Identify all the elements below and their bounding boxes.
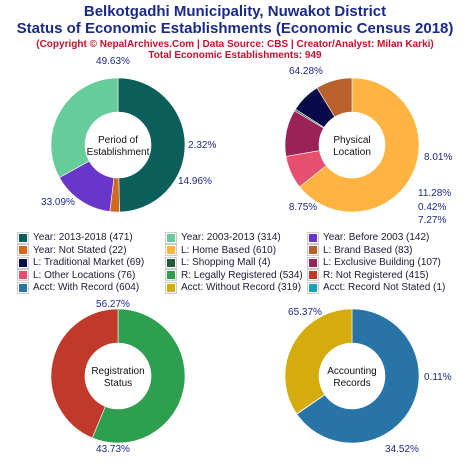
legend-label: Acct: Without Record (319) [181,282,302,293]
legend-swatch [307,256,319,269]
legend-item: Acct: With Record (604) [17,281,140,294]
slice-percent-label: 56.27% [96,299,130,310]
slice-percent-label: 8.75% [289,202,317,213]
legend-swatch [165,281,177,294]
legend-label: Year: 2013-2018 (471) [33,232,133,243]
legend-swatch [165,231,177,244]
legend-swatch [307,231,319,244]
legend-swatch [17,244,29,256]
chart-title: Belkotgadhi Municipality, Nuwakot Distri… [83,3,387,20]
legend-item: Year: 2003-2013 (314) [165,231,281,244]
donut-center-label: Accounting [327,366,376,377]
donut-center-label: Physical [333,135,370,146]
chart-subtitle: Status of Economic Establishments (Econo… [16,20,454,37]
total-line: Total Economic Establishments: 949 [148,50,322,61]
legend-swatch [307,269,319,281]
slice-percent-label: 8.01% [424,152,452,163]
donut-hole [319,112,385,178]
slice-percent-label: 0.42% [418,202,446,213]
legend-swatch [17,269,29,281]
donut-center-label: Status [104,378,132,389]
legend-item: L: Other Locations (76) [17,269,136,281]
legend-item: Acct: Record Not Stated (1) [307,281,446,294]
legend-label: R: Not Registered (415) [323,269,429,281]
slice-percent-label: 2.32% [188,140,216,151]
slice-percent-label: 11.28% [418,188,451,199]
legend-swatch [17,281,29,294]
legend-item: Year: 2013-2018 (471) [17,231,133,244]
slice-percent-label: 7.27% [418,215,446,226]
legend-label: R: Legally Registered (534) [181,269,303,281]
credit-line: (Copyright © NepalArchives.Com | Data So… [36,39,434,50]
legend-swatch [165,269,177,281]
legend-item: L: Exclusive Building (107) [307,256,441,269]
legend-item: L: Brand Based (83) [307,244,413,256]
donut-hole [85,112,151,178]
legend-item: L: Traditional Market (69) [17,256,145,269]
donut-hole [85,343,151,409]
legend-label: Year: 2003-2013 (314) [181,232,281,243]
slice-percent-label: 64.28% [289,66,323,77]
legend-item: Acct: Without Record (319) [165,281,302,294]
legend-label: Year: Not Stated (22) [33,244,127,256]
legend-label: L: Shopping Mall (4) [181,257,271,268]
legend-label: Acct: With Record (604) [33,282,140,293]
slice-percent-label: 49.63% [96,56,130,67]
legend-item: R: Not Registered (415) [307,269,429,281]
legend-item: L: Shopping Mall (4) [165,256,271,269]
legend-item: Year: Before 2003 (142) [307,231,430,244]
donut-center-label: Establishment [87,147,150,158]
slice-percent-label: 14.96% [178,176,212,187]
legend-label: L: Other Locations (76) [33,269,136,281]
donut-center-label: Registration [91,366,144,377]
legend-label: Acct: Record Not Stated (1) [323,282,446,293]
legend-label: L: Home Based (610) [181,244,277,256]
legend-swatch [307,281,319,294]
legend-label: L: Traditional Market (69) [33,257,145,268]
donut-slice [50,77,119,179]
donut-center-label: Period of [98,135,138,146]
legend-label: L: Exclusive Building (107) [323,257,441,268]
donut-hole [319,343,385,409]
legend-item: Year: Not Stated (22) [17,244,127,256]
slice-percent-label: 34.52% [385,444,419,455]
slice-percent-label: 33.09% [41,197,75,208]
legend-item: L: Home Based (610) [165,244,277,256]
legend-swatch [307,244,319,256]
slice-percent-label: 43.73% [96,444,130,455]
slice-percent-label: 0.11% [424,372,452,383]
donut-slice [91,308,186,444]
donut-center-label: Records [333,378,370,389]
legend-label: Year: Before 2003 (142) [323,232,430,243]
legend-swatch [17,256,29,269]
legend-swatch [165,244,177,256]
donut-center-label: Location [333,147,371,158]
legend-item: R: Legally Registered (534) [165,269,303,281]
legend-swatch [17,231,29,244]
legend-swatch [165,256,177,269]
legend-label: L: Brand Based (83) [323,244,413,256]
slice-percent-label: 65.37% [288,307,322,318]
